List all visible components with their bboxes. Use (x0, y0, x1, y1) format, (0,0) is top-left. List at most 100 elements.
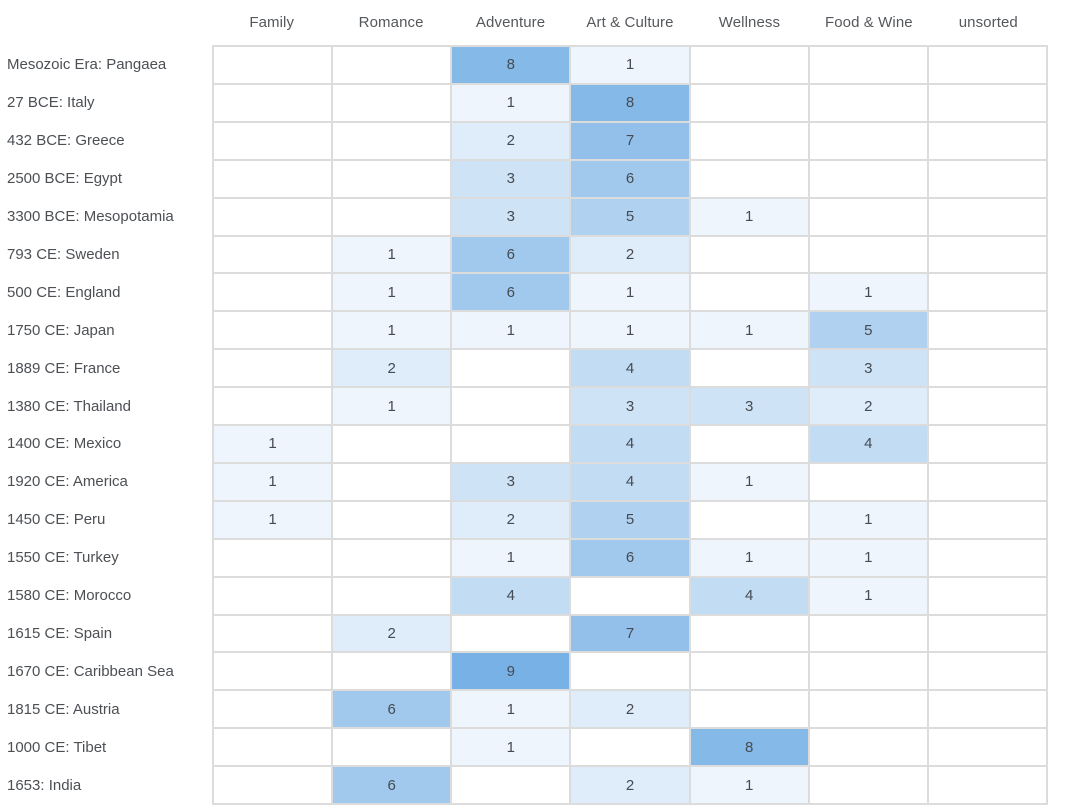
heatmap-cell: 1 (690, 198, 808, 235)
heatmap-cell (214, 350, 332, 387)
heatmap-cell (214, 236, 332, 273)
heatmap-cell: 1 (809, 539, 927, 576)
heatmap-cell (928, 539, 1046, 576)
heatmap-cell: 6 (333, 691, 451, 728)
heatmap-cell: 3 (452, 160, 570, 197)
heatmap-cell: 1 (571, 47, 689, 83)
heatmap-cell (690, 426, 808, 462)
heatmap-cell: 1 (690, 312, 808, 349)
heatmap-cell: 5 (809, 312, 927, 349)
heatmap-cell: 9 (452, 653, 570, 690)
heatmap-cell: 4 (809, 426, 927, 462)
heatmap-cell (452, 350, 570, 387)
heatmap-cell (214, 729, 332, 766)
heatmap-cell (690, 691, 808, 728)
heatmap-cell (809, 767, 927, 803)
corner-spacer (0, 0, 212, 45)
heatmap-cell (571, 729, 689, 766)
heatmap-cell: 1 (333, 274, 451, 311)
heatmap-cell: 1 (214, 463, 332, 500)
heatmap-cell (333, 653, 451, 690)
row-label: 1380 CE: Thailand (7, 397, 131, 415)
heatmap-cell: 2 (571, 236, 689, 273)
heatmap-cell (928, 198, 1046, 235)
heatmap-cell: 1 (333, 388, 451, 424)
heatmap-cell (333, 47, 451, 83)
heatmap-cell: 3 (452, 463, 570, 500)
heatmap-cell (452, 615, 570, 652)
heatmap-cell (809, 463, 927, 500)
heatmap-cell (928, 426, 1046, 462)
heatmap-cell (214, 84, 332, 121)
heatmap-cell (928, 84, 1046, 121)
heatmap-cell (333, 463, 451, 500)
row-label: 1580 CE: Morocco (7, 587, 132, 605)
heatmap-cell (333, 577, 451, 614)
heatmap-cell (452, 426, 570, 462)
heatmap-cell (690, 653, 808, 690)
heatmap-cell: 1 (571, 274, 689, 311)
heatmap-cell (809, 160, 927, 197)
heatmap-cell (928, 350, 1046, 387)
heatmap-cell: 6 (452, 236, 570, 273)
heatmap-cell (690, 84, 808, 121)
heatmap-cell (928, 312, 1046, 349)
heatmap-cell: 1 (452, 312, 570, 349)
heatmap-cell (214, 691, 332, 728)
heatmap-cell (452, 767, 570, 803)
heatmap-cell: 8 (571, 84, 689, 121)
heatmap-cell (928, 577, 1046, 614)
heatmap-cell (809, 615, 927, 652)
row-label: 1450 CE: Peru (7, 511, 106, 529)
heatmap-cell (690, 350, 808, 387)
heatmap-cell: 1 (333, 312, 451, 349)
row-label: 1400 CE: Mexico (7, 435, 122, 453)
heatmap-cell (214, 577, 332, 614)
heatmap-cell: 1 (690, 463, 808, 500)
heatmap-cell (928, 388, 1046, 424)
heatmap-cell: 3 (452, 198, 570, 235)
heatmap-cell: 4 (571, 426, 689, 462)
heatmap-cell (214, 653, 332, 690)
heatmap-cell: 5 (571, 198, 689, 235)
heatmap-cell (214, 274, 332, 311)
heatmap-cell (928, 47, 1046, 83)
heatmap-cell (571, 577, 689, 614)
heatmap-cell (928, 691, 1046, 728)
heatmap-cell (333, 84, 451, 121)
heatmap-cell: 1 (690, 767, 808, 803)
heatmap-cell (690, 47, 808, 83)
heatmap-cell (333, 729, 451, 766)
heatmap-cell (690, 501, 808, 538)
heatmap-cell (928, 615, 1046, 652)
heatmap-cell: 3 (809, 350, 927, 387)
heatmap-cell: 1 (452, 84, 570, 121)
heatmap-cell: 8 (452, 47, 570, 83)
heatmap-cell (214, 122, 332, 159)
row-label: Mesozoic Era: Pangaea (7, 56, 167, 74)
heatmap-cell (333, 539, 451, 576)
heatmap-cell (452, 388, 570, 424)
heatmap-cell (690, 160, 808, 197)
row-label: 1670 CE: Caribbean Sea (7, 662, 174, 680)
heatmap-cell (809, 691, 927, 728)
heatmap-cell (333, 122, 451, 159)
column-header: Romance (358, 14, 424, 31)
heatmap-cell: 1 (690, 539, 808, 576)
heatmap-cell (928, 463, 1046, 500)
heatmap-cell: 4 (571, 350, 689, 387)
column-header: Art & Culture (586, 14, 674, 31)
heatmap-cell (214, 539, 332, 576)
heatmap-cell: 2 (452, 501, 570, 538)
row-labels: Mesozoic Era: Pangaea 27 BCE: Italy 432 BC… (0, 45, 212, 805)
row-label: 1000 CE: Tibet (7, 738, 107, 756)
heatmap-cell: 1 (809, 577, 927, 614)
heatmap-cell (690, 274, 808, 311)
column-header-row: Family Romance Adventure Art & Culture Welln… (0, 0, 1070, 45)
heatmap-cell (690, 615, 808, 652)
heatmap-cell: 1 (809, 274, 927, 311)
matrix-body: Mesozoic Era: Pangaea 27 BCE: Italy 432 BC… (0, 45, 1070, 805)
heatmap-cell (928, 122, 1046, 159)
